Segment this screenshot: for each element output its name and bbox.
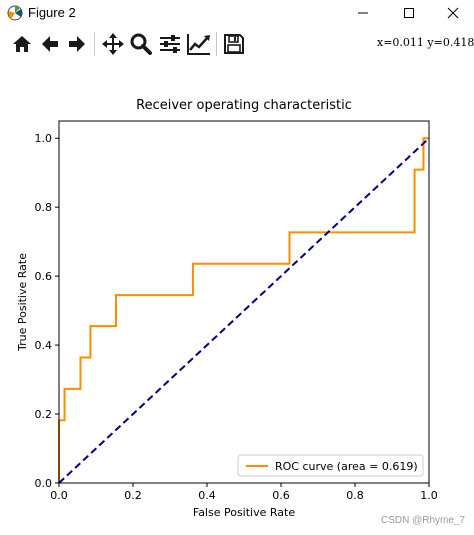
- window-title: Figure 2: [28, 5, 76, 20]
- toolbar-separator: [216, 32, 217, 56]
- plot-area: [58, 137, 430, 484]
- legend-box: [237, 454, 424, 477]
- y-axis-label: True Positive Rate: [16, 253, 29, 352]
- chance-diagonal-line: [58, 137, 430, 484]
- x-axis-label: False Positive Rate: [193, 506, 295, 519]
- configure-subplots-icon: [160, 35, 180, 53]
- cursor-coordinates: x=0.011 y=0.418: [377, 36, 474, 49]
- window-titlebar: Figure 2: [0, 0, 474, 26]
- navigation-toolbar: [0, 26, 474, 62]
- maximize-button[interactable]: [386, 0, 432, 26]
- chart-title: Receiver operating characteristic: [136, 98, 352, 113]
- axes-frame: [58, 120, 430, 484]
- edit-axis-icon: [187, 34, 210, 55]
- y-tick-label: 0.4: [35, 339, 53, 352]
- back-button[interactable]: [37, 30, 63, 58]
- maximize-icon: [404, 8, 414, 18]
- y-tick-label: 1.0: [35, 132, 53, 145]
- x-tick-label: 0.0: [50, 489, 68, 502]
- y-axis-ticks: 0.0 0.2 0.4 0.6 0.8 1.0: [35, 132, 59, 490]
- forward-icon: [69, 36, 85, 52]
- x-axis-ticks: 0.0 0.2 0.4 0.6 0.8 1.0: [50, 483, 438, 502]
- x-tick-label: 0.6: [272, 489, 290, 502]
- legend: ROC curve (area = 0.619): [237, 454, 424, 477]
- x-tick-label: 0.8: [346, 489, 364, 502]
- y-tick-label: 0.6: [35, 270, 53, 283]
- toolbar-separator: [94, 32, 95, 56]
- x-tick-label: 0.4: [198, 489, 216, 502]
- minimize-button[interactable]: [340, 0, 386, 26]
- roc-chart[interactable]: Receiver operating characteristic 0.0 0.2…: [0, 62, 474, 535]
- matplotlib-app-icon: [7, 5, 23, 21]
- roc-curve-line: [58, 137, 429, 483]
- edit-axis-button[interactable]: [186, 30, 212, 58]
- zoom-icon: [130, 33, 152, 55]
- home-icon: [13, 36, 31, 52]
- configure-subplots-button[interactable]: [157, 30, 183, 58]
- pan-button[interactable]: [100, 30, 126, 58]
- close-icon: [447, 7, 459, 19]
- home-button[interactable]: [9, 30, 35, 58]
- zoom-button[interactable]: [128, 30, 154, 58]
- save-icon: [224, 34, 244, 54]
- pan-icon: [102, 33, 124, 55]
- figure-canvas[interactable]: Receiver operating characteristic 0.0 0.2…: [0, 62, 474, 535]
- legend-label-roc: ROC curve (area = 0.619): [275, 460, 418, 473]
- y-tick-label: 0.8: [35, 201, 53, 214]
- back-icon: [42, 36, 58, 52]
- forward-button[interactable]: [64, 30, 90, 58]
- y-tick-label: 0.2: [35, 408, 53, 421]
- x-tick-label: 1.0: [420, 489, 438, 502]
- x-tick-label: 0.2: [124, 489, 142, 502]
- y-tick-label: 0.0: [35, 477, 53, 490]
- minimize-icon: [358, 12, 368, 14]
- save-button[interactable]: [221, 30, 247, 58]
- watermark: CSDN @Rhyme_7: [381, 515, 466, 526]
- close-button[interactable]: [430, 0, 474, 26]
